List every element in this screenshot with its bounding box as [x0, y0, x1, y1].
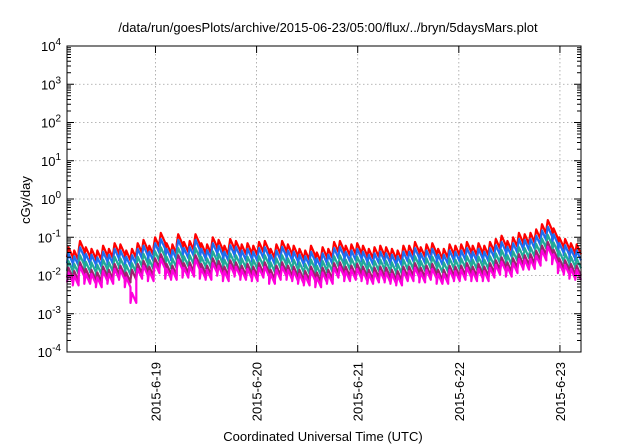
plot-frame [66, 45, 582, 353]
y-tick-exponent: 1 [55, 152, 61, 163]
y-tick-exponent: -2 [52, 267, 61, 278]
y-tick-exponent: 0 [55, 190, 61, 201]
y-tick-label: 100 [41, 190, 61, 207]
series-line-4 [65, 245, 583, 304]
x-tick-label: 2015-6-19 [148, 362, 163, 421]
y-tick-label: 10-3 [38, 305, 62, 322]
y-tick-exponent: -1 [52, 228, 61, 239]
y-tick-exponent: 3 [55, 75, 61, 86]
y-tick-label: 102 [41, 114, 61, 131]
chart-title: /data/run/goesPlots/archive/2015-06-23/0… [118, 20, 538, 35]
x-tick-label: 2015-6-23 [553, 362, 568, 421]
x-ticks: 2015-6-19 2015-6-20 2015-6-21 2015-6-22 2015… [148, 46, 568, 421]
grid [67, 46, 581, 352]
series-layer [65, 219, 583, 304]
x-tick-label: 2015-6-22 [452, 362, 467, 421]
y-tick-label: 10-1 [38, 228, 62, 245]
y-tick-label: 104 [41, 37, 61, 54]
y-tick-label: 10-2 [38, 267, 62, 284]
y-axis-label: cGy/day [18, 176, 33, 224]
y-tick-exponent: -4 [52, 343, 61, 354]
x-tick-label: 2015-6-20 [250, 362, 265, 421]
y-tick-label: 103 [41, 75, 61, 92]
y-tick-label: 101 [41, 152, 61, 169]
y-tick-exponent: 4 [55, 37, 61, 48]
x-tick-label: 2015-6-21 [351, 362, 366, 421]
y-tick-label: 10-4 [38, 343, 62, 360]
y-tick-exponent: -3 [52, 305, 61, 316]
x-axis-label: Coordinated Universal Time (UTC) [223, 429, 422, 444]
y-tick-exponent: 2 [55, 114, 61, 125]
